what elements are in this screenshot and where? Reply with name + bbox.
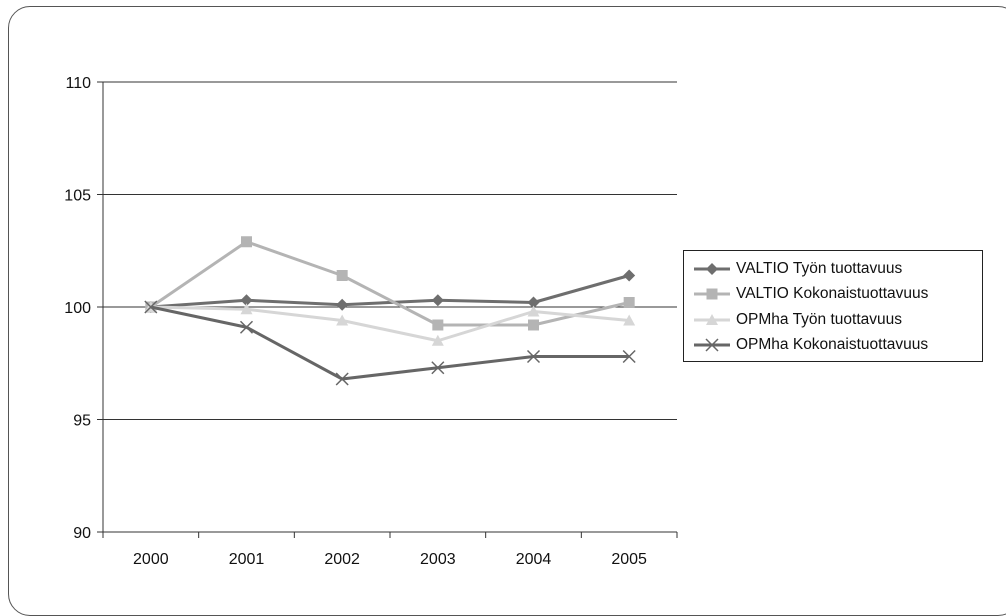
legend-item: VALTIO Kokonaistuottavuus xyxy=(692,282,982,308)
legend-swatch-marker xyxy=(705,338,719,352)
x-tick-label: 2002 xyxy=(324,551,360,568)
data-point xyxy=(241,236,252,248)
x-tick-label: 2001 xyxy=(229,551,265,568)
data-point xyxy=(431,334,444,346)
data-point xyxy=(239,320,254,334)
data-point xyxy=(432,319,444,331)
legend-swatch-marker xyxy=(706,313,718,325)
chart-legend: VALTIO Työn tuottavuus VALTIO Kokonaistuo… xyxy=(683,250,983,362)
legend-label: VALTIO Työn tuottavuus xyxy=(736,259,903,277)
data-point xyxy=(240,303,253,315)
x-tick-label: 2004 xyxy=(516,551,552,568)
y-tick-label: 95 xyxy=(73,413,91,430)
legend-swatch-marker xyxy=(706,288,718,300)
legend-label: OPMha Työn tuottavuus xyxy=(736,310,903,328)
x-tick-label: 2000 xyxy=(133,551,169,568)
y-tick-label: 90 xyxy=(73,525,91,542)
y-tick-label: 100 xyxy=(64,300,91,317)
data-point xyxy=(623,314,636,326)
y-tick-label: 110 xyxy=(65,75,91,92)
x-tick-label: 2005 xyxy=(611,551,647,568)
legend-item: OPMha Työn tuottavuus xyxy=(692,307,982,333)
data-point xyxy=(336,270,348,281)
x-tick-label: 2003 xyxy=(420,551,456,568)
series-line-4 xyxy=(150,305,630,381)
data-point xyxy=(240,294,253,307)
legend-swatch xyxy=(694,262,730,275)
data-point xyxy=(336,298,349,311)
data-point xyxy=(528,319,539,331)
data-point xyxy=(526,349,541,364)
series-line-3 xyxy=(150,305,630,343)
data-point xyxy=(527,296,540,309)
series-line-2 xyxy=(149,240,630,327)
data-point xyxy=(431,361,445,375)
legend-label: VALTIO Kokonaistuottavuus xyxy=(736,285,929,303)
data-point xyxy=(623,269,636,282)
data-point xyxy=(623,297,635,308)
legend-swatch xyxy=(694,338,730,352)
legend-item: OPMha Kokonaistuottavuus xyxy=(692,333,982,359)
legend-swatch-marker xyxy=(706,262,718,275)
data-point xyxy=(336,314,349,326)
series-line-1 xyxy=(150,274,630,309)
data-point xyxy=(335,372,349,386)
data-point xyxy=(144,300,158,314)
data-point xyxy=(431,294,444,307)
data-point xyxy=(622,349,636,364)
legend-item: VALTIO Työn tuottavuus xyxy=(692,256,982,282)
legend-swatch xyxy=(694,288,730,300)
data-point xyxy=(527,305,540,317)
legend-swatch xyxy=(694,313,730,325)
y-tick-label: 105 xyxy=(64,188,91,205)
line-chart: 90 95 100 105 110 2000 2001 2002 2003 2004 2005 xyxy=(64,75,678,568)
legend-label: OPMha Kokonaistuottavuus xyxy=(736,336,929,354)
